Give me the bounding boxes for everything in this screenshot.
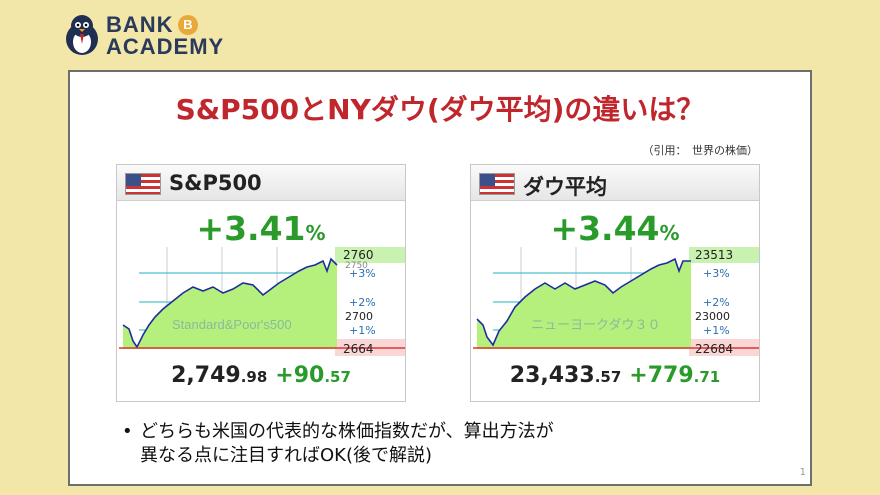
brand-bank-text: BANK <box>106 12 174 37</box>
bullet-line-2: 異なる点に注目すればOK(後で解説) <box>140 445 433 466</box>
chart-line <box>476 257 691 347</box>
slide: S&P500とNYダウ(ダウ平均)の違いは？ （引用： 世界の株価） S&P50… <box>68 70 812 486</box>
chart-line <box>122 257 338 349</box>
label-plus2: +2% <box>349 296 376 309</box>
bullet-line-1: どちらも米国の代表的な株価指数だが、算出方法が <box>140 421 554 442</box>
price-row: 23,433.57 +779.71 <box>471 363 759 388</box>
bullet-point: • どちらも米国の代表的な株価指数だが、算出方法が 異なる点に注目すればOK(後で… <box>122 420 554 468</box>
price: 23,433.57 <box>509 363 622 388</box>
price-change: +90.57 <box>275 363 351 388</box>
us-flag-icon <box>125 173 161 195</box>
index-name: S&P500 <box>169 171 262 195</box>
label-2750: 2750 <box>345 261 368 271</box>
label-low: 2664 <box>343 342 374 356</box>
card-header: ダウ平均 <box>471 165 759 201</box>
label-2700: 2700 <box>345 310 373 323</box>
percent-change: +3.44% <box>550 209 680 248</box>
chart-area <box>477 259 691 349</box>
label-high: 2760 <box>343 248 374 262</box>
slide-title: S&P500とNYダウ(ダウ平均)の違いは？ <box>175 93 705 126</box>
label-plus3: +3% <box>349 267 376 280</box>
price: 2,749.98 <box>171 363 268 388</box>
sp500-card: S&P500 +3.41% Standard&Poor's500 2760 27… <box>116 164 406 402</box>
citation: （引用： 世界の株価） <box>642 144 759 157</box>
sp500-chart: Standard&Poor's500 2760 2750 +3% +2% 270… <box>119 247 405 356</box>
chart-watermark: Standard&Poor's500 <box>172 317 292 332</box>
label-high: 23513 <box>695 248 733 262</box>
brand-logo: BANK B ACADEMY <box>62 12 232 59</box>
percent-change: +3.41% <box>196 209 326 248</box>
label-plus1: +1% <box>349 324 376 337</box>
label-plus3: +3% <box>703 267 730 280</box>
card-header: S&P500 <box>117 165 405 201</box>
chart-watermark: ニューヨークダウ３０ <box>531 318 660 333</box>
price-change: +779.71 <box>629 363 721 388</box>
index-name: ダウ平均 <box>523 175 607 199</box>
chart-area <box>123 259 337 349</box>
bitcoin-coin-icon: B <box>178 15 198 35</box>
bullet-dot-icon: • <box>122 421 133 442</box>
label-23000: 23000 <box>695 310 730 323</box>
label-plus1: +1% <box>703 324 730 337</box>
brand-academy-text: ACADEMY <box>106 34 225 59</box>
label-low: 22684 <box>695 342 733 356</box>
us-flag-icon <box>479 173 515 195</box>
dow-card: ダウ平均 +3.44% ニューヨークダウ３０ 23513 +3% +2% 230… <box>470 164 760 402</box>
page-number: 1 <box>799 467 806 478</box>
price-row: 2,749.98 +90.57 <box>117 363 405 388</box>
penguin-mascot-icon <box>66 15 98 55</box>
dow-chart: ニューヨークダウ３０ 23513 +3% +2% 23000 +1% 22684 <box>473 247 759 356</box>
label-plus2: +2% <box>703 296 730 309</box>
